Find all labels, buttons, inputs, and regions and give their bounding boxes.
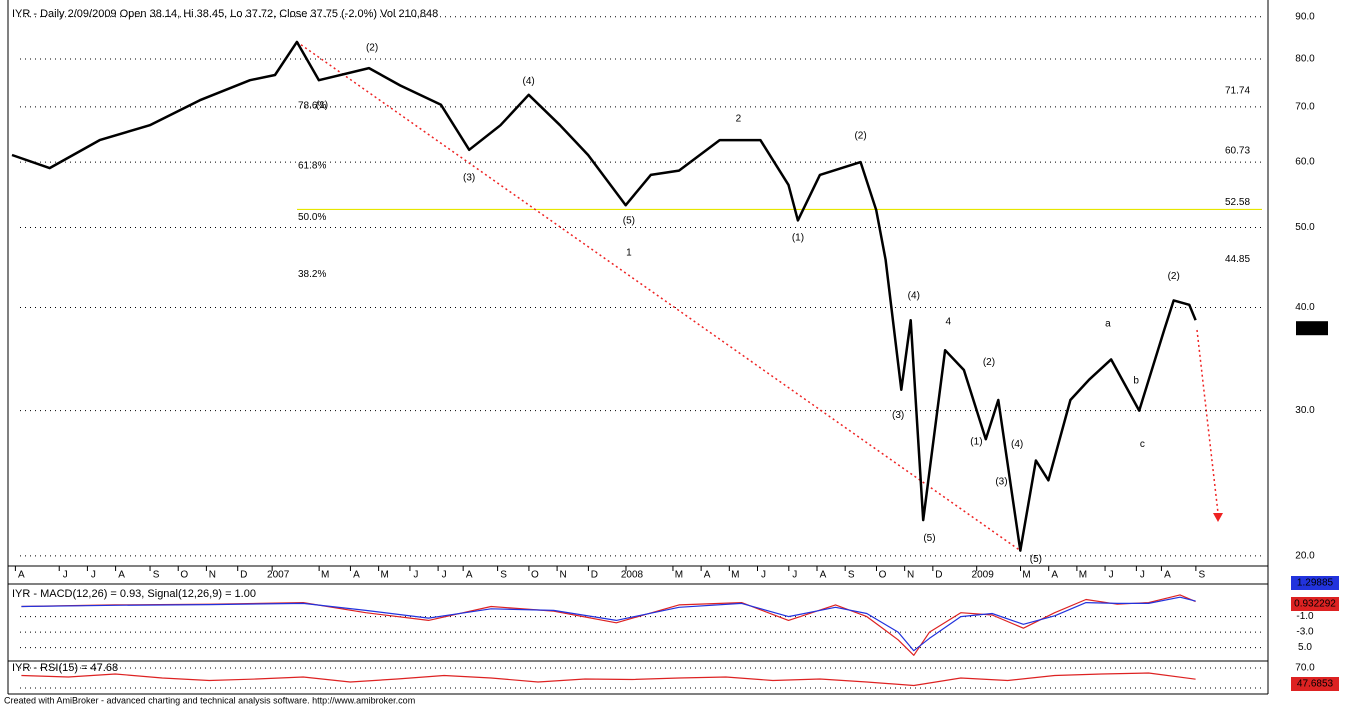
x-tick-label: A [118, 570, 125, 581]
y-tick-label: 70.0 [1295, 663, 1315, 674]
wave-label: 1 [626, 247, 632, 258]
x-tick-label: M [380, 570, 388, 581]
x-tick-label: O [531, 570, 539, 581]
x-tick-label: J [761, 570, 766, 581]
x-tick-label: N [209, 570, 216, 581]
x-tick-label: J [1140, 570, 1145, 581]
x-tick-label: M [731, 570, 739, 581]
x-tick-label: M [675, 570, 683, 581]
y-tick-label: 60.0 [1295, 157, 1315, 168]
x-tick-label: 2008 [621, 570, 644, 581]
x-tick-label: D [591, 570, 598, 581]
x-tick-label: A [1051, 570, 1058, 581]
x-tick-label: S [848, 570, 855, 581]
arrow-head [1213, 513, 1223, 522]
wave-label: (2) [1168, 271, 1180, 282]
x-tick-label: A [353, 570, 360, 581]
y-tick-label: 30.0 [1295, 405, 1315, 416]
x-tick-label: J [1109, 570, 1114, 581]
value-box-label: 0.932292 [1294, 599, 1336, 610]
x-tick-label: A [18, 570, 25, 581]
wave-label: (4) [1011, 439, 1023, 450]
wave-label: c [1140, 439, 1145, 450]
y-tick-label: -3.0 [1296, 627, 1314, 638]
x-tick-label: O [180, 570, 188, 581]
wave-label: (1) [792, 232, 804, 243]
y-tick-label: 40.0 [1295, 302, 1315, 313]
value-box [1291, 597, 1339, 611]
wave-label: (3) [995, 476, 1007, 487]
x-tick-label: S [500, 570, 507, 581]
x-tick-label: S [153, 570, 160, 581]
x-tick-label: A [704, 570, 711, 581]
wave-label: (4) [908, 291, 920, 302]
x-tick-label: D [240, 570, 247, 581]
x-tick-label: 2007 [267, 570, 290, 581]
x-tick-label: M [321, 570, 329, 581]
series-line [21, 672, 1196, 687]
projection-arrow [1196, 329, 1219, 514]
fib-value: 71.74 [1225, 86, 1250, 97]
x-tick-label: 2009 [972, 570, 995, 581]
fib-value: 60.73 [1225, 145, 1250, 156]
wave-label: (5) [923, 533, 935, 544]
wave-label: (2) [983, 357, 995, 368]
x-tick-label: A [1164, 570, 1171, 581]
value-box-label: 1.29885 [1297, 578, 1334, 589]
value-box-label: 47.6853 [1297, 679, 1334, 690]
x-tick-label: D [935, 570, 942, 581]
x-tick-label: O [879, 570, 887, 581]
wave-label: b [1133, 375, 1139, 386]
fib-label: 50.0% [298, 212, 326, 223]
y-tick-label: 20.0 [1295, 551, 1315, 562]
y-tick-label: 5.0 [1298, 642, 1312, 653]
y-tick-label: 70.0 [1295, 101, 1315, 112]
wave-label: (2) [366, 43, 378, 54]
wave-label: (4) [523, 76, 535, 87]
wave-label: (2) [854, 130, 866, 141]
wave-label: (1) [316, 100, 328, 111]
wave-label: 4 [945, 317, 951, 328]
x-tick-label: J [413, 570, 418, 581]
series-line [11, 40, 1197, 552]
last-value-box [1296, 321, 1328, 336]
x-tick-label: J [91, 570, 96, 581]
y-tick-label: 90.0 [1295, 11, 1315, 22]
x-tick-label: N [907, 570, 914, 581]
fib-value: 52.58 [1225, 197, 1250, 208]
x-tick-label: J [63, 570, 68, 581]
last-value-label: 37.75 [1299, 323, 1324, 334]
x-tick-label: N [559, 570, 566, 581]
x-tick-label: M [1079, 570, 1087, 581]
fib-value: 44.85 [1225, 254, 1250, 265]
x-tick-label: J [792, 570, 797, 581]
x-tick-label: S [1199, 570, 1206, 581]
fib-label: 61.8% [298, 160, 326, 171]
x-tick-label: J [442, 570, 447, 581]
trendline [296, 41, 1021, 552]
y-tick-label: 50.0 [1295, 222, 1315, 233]
y-tick-label: 80.0 [1295, 54, 1315, 65]
wave-label: (3) [892, 410, 904, 421]
value-box [1291, 576, 1339, 590]
x-tick-label: A [466, 570, 473, 581]
series-line [21, 596, 1196, 652]
wave-label: (5) [1030, 554, 1042, 565]
wave-label: (1) [970, 436, 982, 447]
fib-label: 78.6% [298, 101, 326, 112]
y-tick-label: -1.0 [1296, 611, 1314, 622]
fib-label: 38.2% [298, 269, 326, 280]
wave-label: 2 [736, 113, 742, 124]
value-box [1291, 677, 1339, 691]
x-tick-label: M [1022, 570, 1030, 581]
wave-label: (3) [463, 173, 475, 184]
x-tick-label: A [820, 570, 827, 581]
macd-title: IYR - MACD(12,26) = 0.93, Signal(12,26,9… [12, 588, 256, 600]
wave-label: (5) [623, 216, 635, 227]
wave-label: a [1105, 319, 1111, 330]
chart-title: IYR - Daily 2/09/2009 Open 38.14, Hi 38.… [12, 8, 438, 20]
footer: Created with AmiBroker - advanced charti… [4, 695, 415, 705]
